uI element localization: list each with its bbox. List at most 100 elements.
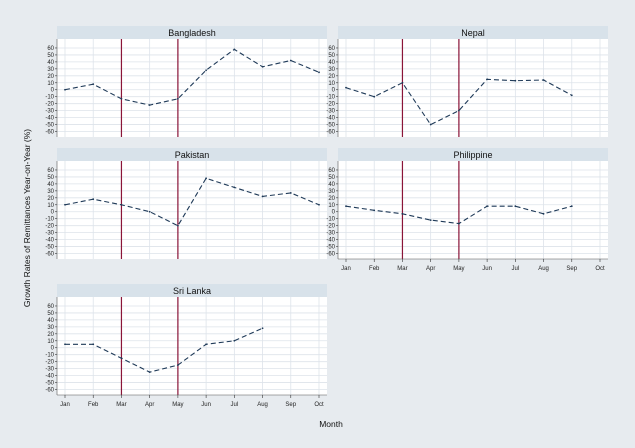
plot-area [57,297,327,395]
y-tick-label: -10 [45,217,54,223]
y-tick-label: 10 [47,339,54,345]
y-tick-label: 30 [47,189,54,195]
y-tick-label: -60 [45,388,54,394]
data-point [233,186,236,189]
x-axis-title: Month [319,419,343,429]
y-tick-label: -20 [45,224,54,230]
y-tick-label: -20 [45,102,54,108]
y-tick-label: -20 [45,360,54,366]
y-tick-label: -10 [326,217,335,223]
data-point [373,95,376,98]
x-tick-label: Jul [511,266,519,272]
data-point [261,195,264,198]
y-tick-label: 40 [47,60,54,66]
panel-strip [57,148,327,161]
y-tick-label: 0 [332,210,336,216]
y-tick-label: 50 [328,53,335,59]
y-tick-label: 0 [51,210,55,216]
panel-strip [338,148,608,161]
series-line [64,48,320,106]
data-point [429,219,432,221]
y-tick-label: -30 [45,231,54,237]
x-tick-label: Aug [257,402,268,408]
plot-area [57,161,327,259]
data-point [514,205,517,208]
data-point [514,79,517,82]
panel-strip [57,284,327,297]
y-tick-label: -60 [326,252,335,258]
data-point [233,48,236,51]
series-line [65,327,263,373]
y-tick-label: 50 [328,175,335,181]
y-tick-label: -40 [45,374,54,380]
data-point [345,205,347,208]
y-tick-label: 40 [328,182,335,188]
y-tick-label: 10 [328,81,335,87]
panel-title: Bangladesh [168,28,216,38]
data-point [318,71,320,74]
y-tick-label: -30 [45,109,54,115]
y-tick-label: -60 [326,130,335,136]
data-point [570,205,573,208]
data-point [92,83,95,86]
data-point [542,212,545,215]
data-point [261,327,264,330]
y-tick-label: -20 [326,102,335,108]
x-tick-label: Sep [566,266,577,272]
y-tick-label: 40 [47,182,54,188]
data-point [261,65,264,68]
y-tick-label: 60 [328,168,335,174]
data-point [486,78,489,81]
y-tick-label: 20 [328,196,335,202]
data-point [176,364,179,367]
panel-title: Nepal [461,28,485,38]
y-tick-label: -50 [45,123,54,129]
y-tick-label: -10 [45,353,54,359]
y-tick-label: 20 [47,196,54,202]
y-tick-label: -60 [45,252,54,258]
panel-bangladesh: Bangladesh 6050403020100-10-20-30-40-50-6… [45,26,327,137]
x-tick-label: Apr [426,266,435,272]
data-point [457,222,460,225]
y-tick-label: 60 [47,46,54,52]
x-tick-label: Aug [538,266,549,272]
y-tick-label: 30 [47,67,54,73]
y-tick-label: 50 [47,311,54,317]
data-point [64,88,66,91]
x-tick-label: Feb [369,266,380,272]
panel-title: Philippine [453,150,492,160]
plot-area [338,161,608,259]
y-tick-label: -40 [45,238,54,244]
y-tick-label: -40 [326,238,335,244]
y-tick-label: 50 [47,53,54,59]
x-tick-label: Mar [116,402,126,408]
y-tick-label: 40 [328,60,335,66]
y-tick-label: 30 [47,325,54,331]
y-tick-label: -10 [326,95,335,101]
y-tick-label: -50 [326,245,335,251]
series-line [64,177,320,227]
x-tick-label: Apr [145,402,154,408]
data-point [120,357,123,360]
data-point [289,59,292,62]
y-tick-label: 10 [47,81,54,87]
y-tick-label: -10 [45,95,54,101]
data-point [318,203,320,206]
y-tick-label: 30 [328,67,335,73]
y-tick-label: -30 [45,367,54,373]
chart-panels: Bangladesh6050403020100-10-20-30-40-50-6… [45,26,608,408]
y-tick-label: 40 [47,318,54,324]
y-tick-label: 20 [47,74,54,80]
series-line [345,78,573,126]
y-tick-label: 0 [51,346,55,352]
y-tick-label: -30 [326,231,335,237]
plot-area [57,39,327,137]
data-point [148,371,151,374]
plot-area [338,39,608,137]
data-point [401,81,404,84]
y-tick-label: 0 [51,88,55,94]
x-tick-label: Jun [482,266,492,272]
data-point [120,203,123,206]
y-tick-label: -50 [45,381,54,387]
